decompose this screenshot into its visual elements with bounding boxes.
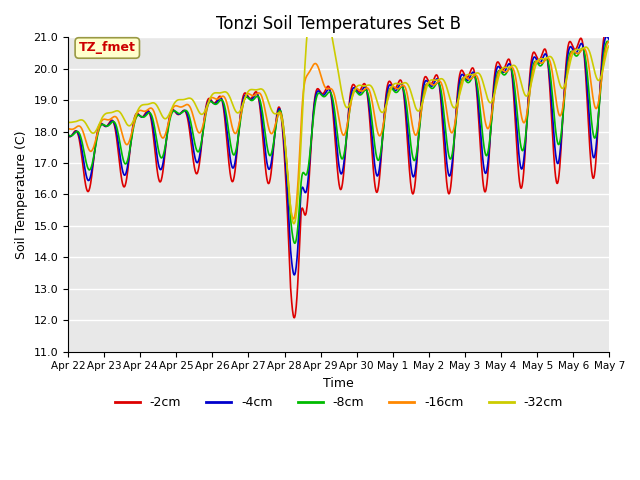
- -4cm: [605, 37, 613, 43]
- Y-axis label: Soil Temperature (C): Soil Temperature (C): [15, 130, 28, 259]
- -4cm: [422, 78, 429, 84]
- -4cm: [511, 101, 519, 107]
- -2cm: [64, 133, 72, 139]
- -4cm: [276, 108, 284, 114]
- -32cm: [184, 96, 191, 101]
- -16cm: [290, 216, 298, 221]
- -16cm: [511, 72, 519, 77]
- -8cm: [604, 38, 611, 44]
- -32cm: [64, 120, 72, 125]
- -32cm: [605, 43, 613, 48]
- -16cm: [276, 109, 284, 115]
- -2cm: [602, 28, 610, 34]
- -16cm: [290, 216, 298, 222]
- Title: Tonzi Soil Temperatures Set B: Tonzi Soil Temperatures Set B: [216, 15, 461, 33]
- -2cm: [291, 315, 298, 321]
- -4cm: [603, 34, 611, 39]
- -2cm: [290, 314, 298, 320]
- -8cm: [291, 240, 298, 246]
- X-axis label: Time: Time: [323, 377, 354, 390]
- -2cm: [276, 108, 284, 114]
- -2cm: [605, 34, 613, 40]
- -16cm: [64, 126, 72, 132]
- -32cm: [290, 221, 298, 227]
- -2cm: [422, 74, 429, 80]
- -4cm: [184, 112, 191, 118]
- -4cm: [64, 133, 72, 139]
- Text: TZ_fmet: TZ_fmet: [79, 41, 136, 54]
- -2cm: [184, 116, 191, 121]
- -16cm: [422, 84, 429, 89]
- -2cm: [558, 135, 566, 141]
- -8cm: [290, 238, 298, 244]
- Line: -8cm: -8cm: [68, 41, 609, 243]
- -32cm: [558, 85, 566, 91]
- -2cm: [511, 114, 519, 120]
- -8cm: [558, 127, 566, 133]
- -8cm: [184, 109, 191, 115]
- -32cm: [290, 221, 298, 227]
- -32cm: [511, 63, 519, 69]
- -4cm: [558, 131, 566, 137]
- Line: -32cm: -32cm: [68, 0, 609, 224]
- -4cm: [291, 272, 298, 278]
- Line: -4cm: -4cm: [68, 36, 609, 275]
- Legend: -2cm, -4cm, -8cm, -16cm, -32cm: -2cm, -4cm, -8cm, -16cm, -32cm: [109, 391, 568, 414]
- -16cm: [184, 102, 191, 108]
- -4cm: [290, 271, 298, 277]
- -8cm: [605, 40, 613, 46]
- -32cm: [422, 85, 430, 91]
- -32cm: [276, 112, 284, 118]
- -8cm: [64, 132, 72, 138]
- -16cm: [605, 38, 613, 44]
- -8cm: [511, 87, 519, 93]
- -8cm: [422, 82, 429, 88]
- -16cm: [558, 110, 566, 116]
- Line: -2cm: -2cm: [68, 31, 609, 318]
- -8cm: [276, 108, 284, 114]
- Line: -16cm: -16cm: [68, 41, 609, 219]
